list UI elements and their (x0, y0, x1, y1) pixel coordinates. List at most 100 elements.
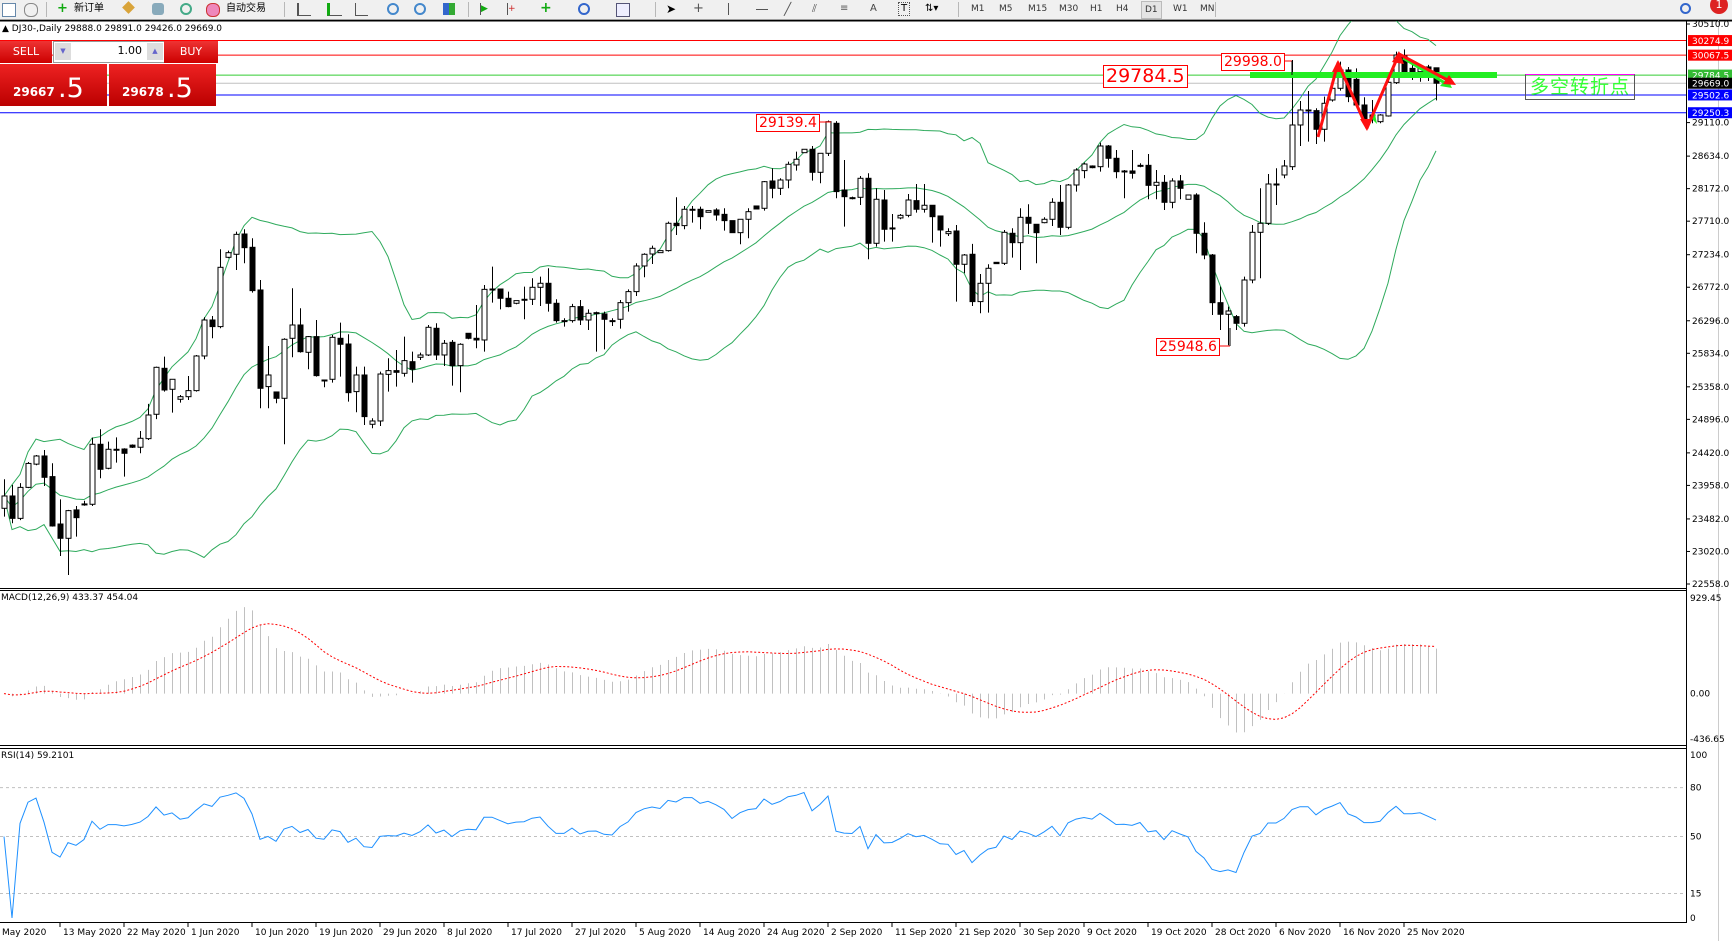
chart-shift-icon[interactable]: + (507, 3, 520, 15)
crosshair-icon[interactable]: + (693, 1, 704, 16)
lot-increase-icon[interactable]: ▲ (147, 43, 163, 60)
timeframe-m30[interactable]: M30 (1059, 4, 1079, 14)
timeframe-w1[interactable]: W1 (1173, 4, 1188, 14)
price-label-29139[interactable]: 29139.4 (756, 114, 820, 132)
candle-body-bear (209, 319, 216, 328)
candle (801, 148, 808, 154)
search-icon[interactable] (1680, 3, 1691, 14)
candle-body-bear (929, 204, 936, 218)
templates-icon[interactable] (616, 3, 630, 17)
candle (649, 245, 656, 264)
candle (265, 345, 272, 409)
auto-trading-button[interactable]: 自动交易 (226, 3, 266, 14)
indicators-icon[interactable]: + (540, 0, 552, 16)
candle (1129, 149, 1136, 179)
timeframe-m1[interactable]: M1 (971, 4, 985, 14)
candle-body-bull (1225, 310, 1232, 315)
candle (361, 366, 368, 425)
timeframe-h4[interactable]: H4 (1116, 4, 1129, 14)
candle (1025, 204, 1032, 234)
sell-price-button[interactable]: 29667 .5 (0, 64, 107, 106)
candle (449, 339, 456, 386)
equidistant-channel-icon[interactable]: ⫽ (812, 2, 817, 15)
timeframe-m5[interactable]: M5 (999, 4, 1013, 14)
price-tick-label: 27234.0 (1692, 251, 1729, 261)
price-label-25948[interactable]: 25948.6 (1156, 338, 1220, 356)
candle-body-bull (1241, 279, 1248, 324)
zoom-out-icon[interactable] (414, 3, 426, 15)
auto-trading-icon[interactable] (206, 3, 220, 17)
cursor-icon[interactable]: ➤ (666, 2, 677, 16)
candle (409, 351, 416, 383)
zoom-in-icon[interactable] (387, 3, 399, 15)
candle (89, 437, 96, 506)
candle (833, 121, 840, 199)
reversal-point-text-box[interactable]: 多空转折点 (1525, 74, 1635, 100)
candle-body-bull (593, 312, 600, 315)
timeframe-d1[interactable]: D1 (1141, 1, 1162, 19)
periods-icon[interactable] (578, 3, 590, 15)
candle (593, 311, 600, 352)
lot-size-value[interactable]: 1.00 (117, 44, 143, 57)
trendline-icon[interactable]: ╱ (784, 2, 792, 16)
line-chart-icon[interactable] (355, 3, 368, 16)
signals-icon[interactable] (180, 3, 192, 15)
trendline-drawings[interactable] (820, 51, 1497, 347)
red-arrowhead (1332, 60, 1344, 72)
toolbar: + 新订单 自动交易 ▶ + + ➤ + ╱ ⫽ ≡ A T ⇅▾ M1 M5 M1… (0, 0, 1732, 20)
green-arrow-line[interactable] (1402, 56, 1451, 88)
candle (57, 499, 64, 556)
candle-body-bull (1121, 170, 1128, 173)
buy-price-fraction: .5 (167, 73, 193, 104)
candle-body-bear (1145, 164, 1152, 186)
candle (425, 324, 432, 356)
candle (377, 371, 384, 426)
bar-chart-icon[interactable] (297, 3, 311, 16)
metaeditor-icon[interactable] (122, 1, 135, 14)
support-resistance-bar[interactable] (1250, 72, 1497, 78)
candlestick-icon[interactable] (327, 3, 342, 16)
candle (1001, 229, 1008, 265)
candle-body-bear (361, 374, 368, 418)
collapse-triangle-icon[interactable]: ▲ (2, 24, 12, 34)
price-tick-label: 23482.0 (1692, 515, 1729, 525)
candle (561, 318, 568, 327)
text-tool-button[interactable]: A (870, 3, 877, 14)
date-label: 25 Nov 2020 (1407, 928, 1465, 938)
separator (284, 2, 285, 17)
timeframe-m15[interactable]: M15 (1028, 4, 1048, 14)
auto-scroll-icon[interactable]: ▶ (480, 3, 493, 15)
price-label-29998[interactable]: 29998.0 (1221, 53, 1285, 71)
buy-button[interactable]: BUY (164, 41, 218, 63)
data-window-icon[interactable] (152, 3, 164, 15)
timeframe-mn[interactable]: MN (1200, 4, 1215, 14)
candle-body-bull (1281, 165, 1288, 176)
new-order-button[interactable]: 新订单 (74, 3, 104, 14)
lot-size-field[interactable]: ▼ 1.00 ▲ (53, 41, 165, 63)
window-icon[interactable] (2, 3, 16, 17)
tile-windows-icon[interactable] (443, 3, 455, 15)
notification-badge[interactable]: 1 (1710, 0, 1728, 14)
candle (849, 196, 856, 200)
sell-button[interactable]: SELL (0, 41, 52, 63)
buy-price-button[interactable]: 29678 .5 (109, 64, 216, 106)
zoom-window-icon[interactable] (24, 3, 38, 17)
fibonacci-icon[interactable]: ≡ (840, 3, 849, 14)
separator (468, 2, 469, 17)
candle (1289, 60, 1296, 170)
text-label-tool-button[interactable]: T (898, 2, 911, 16)
candle-body-bull (1081, 163, 1088, 172)
date-label: 27 Jul 2020 (575, 928, 626, 938)
date-label: 30 Sep 2020 (1023, 928, 1080, 938)
timeframe-h1[interactable]: H1 (1090, 4, 1103, 14)
candle-body-bull (569, 306, 576, 322)
vertical-line-icon[interactable] (728, 3, 741, 15)
lot-decrease-icon[interactable]: ▼ (55, 43, 71, 60)
horizontal-line-icon[interactable] (756, 3, 768, 10)
candle-body-bear (833, 122, 840, 193)
candle-body-bull (537, 282, 544, 288)
price-label-29784[interactable]: 29784.5 (1103, 65, 1188, 88)
arrows-tool-icon[interactable]: ⇅▾ (925, 3, 939, 14)
date-label: 19 Jun 2020 (319, 928, 373, 938)
